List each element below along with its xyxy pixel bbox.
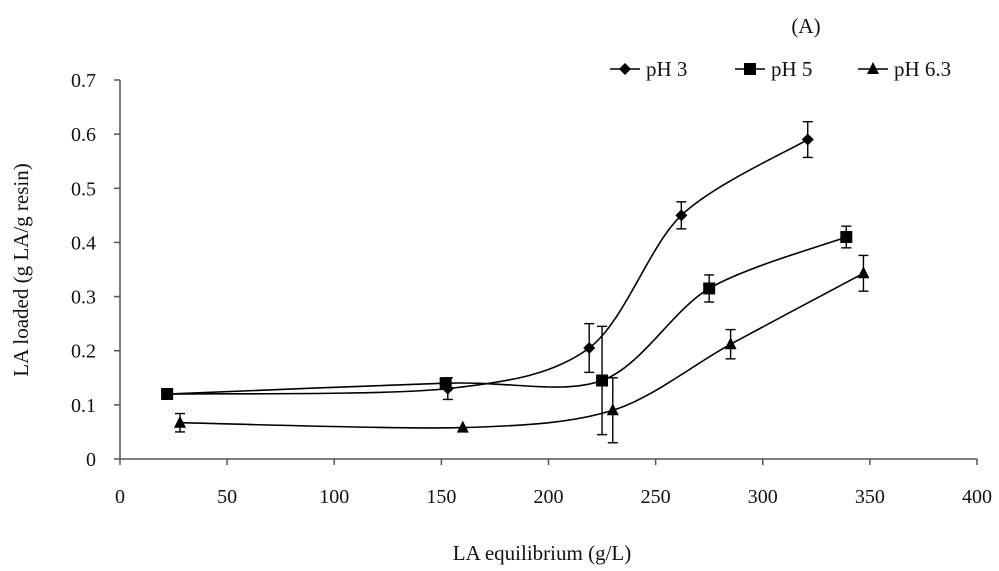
series-layer xyxy=(161,120,870,444)
x-tick-label: 200 xyxy=(534,486,564,508)
series-line xyxy=(167,236,847,395)
legend-item-triangle: pH 6.3 xyxy=(858,57,951,81)
data-point-triangle xyxy=(173,415,186,428)
axes xyxy=(119,80,977,460)
legend-marker-triangle xyxy=(867,62,879,74)
legend-item-square: pH 5 xyxy=(735,57,812,81)
legend-marker-square xyxy=(744,63,756,75)
x-tick-label: 400 xyxy=(962,486,992,508)
data-point-diamond xyxy=(675,209,688,222)
y-tick-label: 0.5 xyxy=(71,178,96,200)
x-tick-label: 250 xyxy=(641,486,671,508)
data-point-square xyxy=(840,231,853,244)
data-point-diamond xyxy=(801,133,814,146)
y-tick-label: 0.6 xyxy=(71,124,96,146)
series-diamond xyxy=(161,120,814,401)
y-tick-label: 0.1 xyxy=(71,395,96,417)
data-point-triangle xyxy=(456,420,469,433)
x-tick-label: 150 xyxy=(426,486,456,508)
legend-item-diamond: pH 3 xyxy=(610,57,687,81)
x-tick-label: 300 xyxy=(748,486,778,508)
data-point-square xyxy=(439,377,452,390)
y-axis-title: LA loaded (g LA/g resin) xyxy=(9,163,33,376)
legend: pH 3 pH 5 pH 6.3 xyxy=(610,57,951,81)
x-tick-label: 0 xyxy=(115,486,125,508)
y-tick-label: 0.4 xyxy=(71,232,96,254)
data-point-triangle xyxy=(724,337,737,350)
x-tick-label: 100 xyxy=(319,486,349,508)
legend-marker-diamond xyxy=(619,63,631,75)
ticks: 0 50 100 150 200 250 300 350 400 0 0.1 0.2 0.3 0.4 0.5… xyxy=(71,70,992,508)
data-point-triangle xyxy=(606,403,619,416)
x-tick-label: 50 xyxy=(217,486,237,508)
series-triangle xyxy=(173,254,870,444)
legend-label: pH 3 xyxy=(646,57,687,81)
legend-label: pH 6.3 xyxy=(894,57,951,81)
series-line xyxy=(167,138,809,395)
y-tick-label: 0.2 xyxy=(71,341,96,363)
legend-label: pH 5 xyxy=(771,57,812,81)
x-axis-title: LA equilibrium (g/L) xyxy=(453,541,631,565)
data-point-triangle xyxy=(857,266,870,279)
y-tick-label: 0.7 xyxy=(71,70,96,92)
data-point-square xyxy=(703,282,716,295)
y-tick-label: 0.3 xyxy=(71,287,96,309)
y-tick-label: 0 xyxy=(86,449,96,471)
data-point-diamond xyxy=(583,342,596,355)
data-point-square xyxy=(596,374,609,387)
series-square xyxy=(161,225,853,436)
data-point-square xyxy=(161,388,174,401)
x-tick-label: 350 xyxy=(855,486,885,508)
series-line xyxy=(179,272,864,429)
panel-label: (A) xyxy=(791,14,820,38)
